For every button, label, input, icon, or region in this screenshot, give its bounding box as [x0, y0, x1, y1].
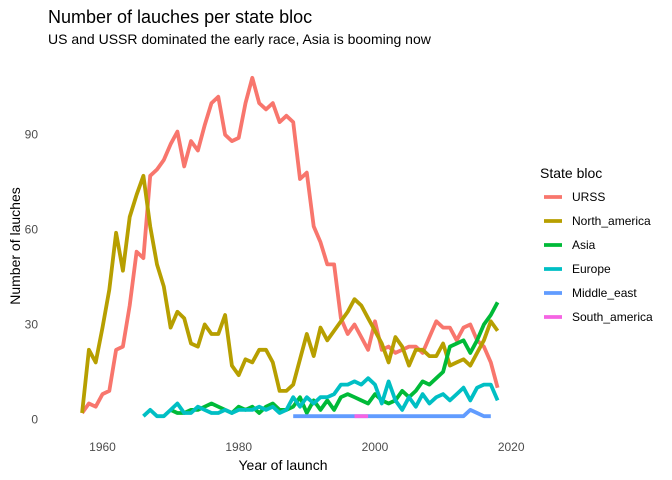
legend-label: Asia — [572, 238, 596, 252]
series-line-north-america — [80, 173, 500, 414]
series-lines — [80, 75, 500, 419]
x-tick-label: 1960 — [89, 440, 116, 454]
legend-title: State bloc — [540, 165, 602, 181]
y-tick-label: 60 — [25, 223, 39, 237]
legend-label: Europe — [572, 262, 611, 276]
y-tick-label: 90 — [25, 128, 39, 142]
y-axis-title: Number of lauches — [7, 187, 23, 305]
chart-subtitle: US and USSR dominated the early race, As… — [48, 31, 432, 47]
series-line-europe — [142, 376, 500, 419]
legend-label: URSS — [572, 190, 605, 204]
legend-label: South_america — [572, 310, 653, 324]
legend: State bloc URSS North_america Asia Europe Mi… — [540, 165, 653, 324]
x-tick-label: 2020 — [498, 440, 525, 454]
y-tick-label: 0 — [31, 412, 38, 426]
x-tick-label: 2000 — [362, 440, 389, 454]
chart-title: Number of lauches per state bloc — [48, 7, 312, 27]
y-tick-label: 30 — [25, 317, 39, 331]
x-tick-label: 1980 — [225, 440, 252, 454]
legend-label: Middle_east — [572, 286, 637, 300]
legend-label: North_america — [572, 214, 651, 228]
x-axis-title: Year of launch — [239, 457, 328, 473]
series-line-urss — [80, 75, 500, 415]
x-tick-labels: 1960 1980 2000 2020 — [89, 440, 525, 454]
series-line-middle-east — [293, 407, 491, 419]
legend-items: URSS North_america Asia Europe Middle_east So… — [544, 190, 653, 324]
y-tick-labels: 0 30 60 90 — [25, 128, 39, 427]
series-line-asia — [169, 301, 500, 415]
